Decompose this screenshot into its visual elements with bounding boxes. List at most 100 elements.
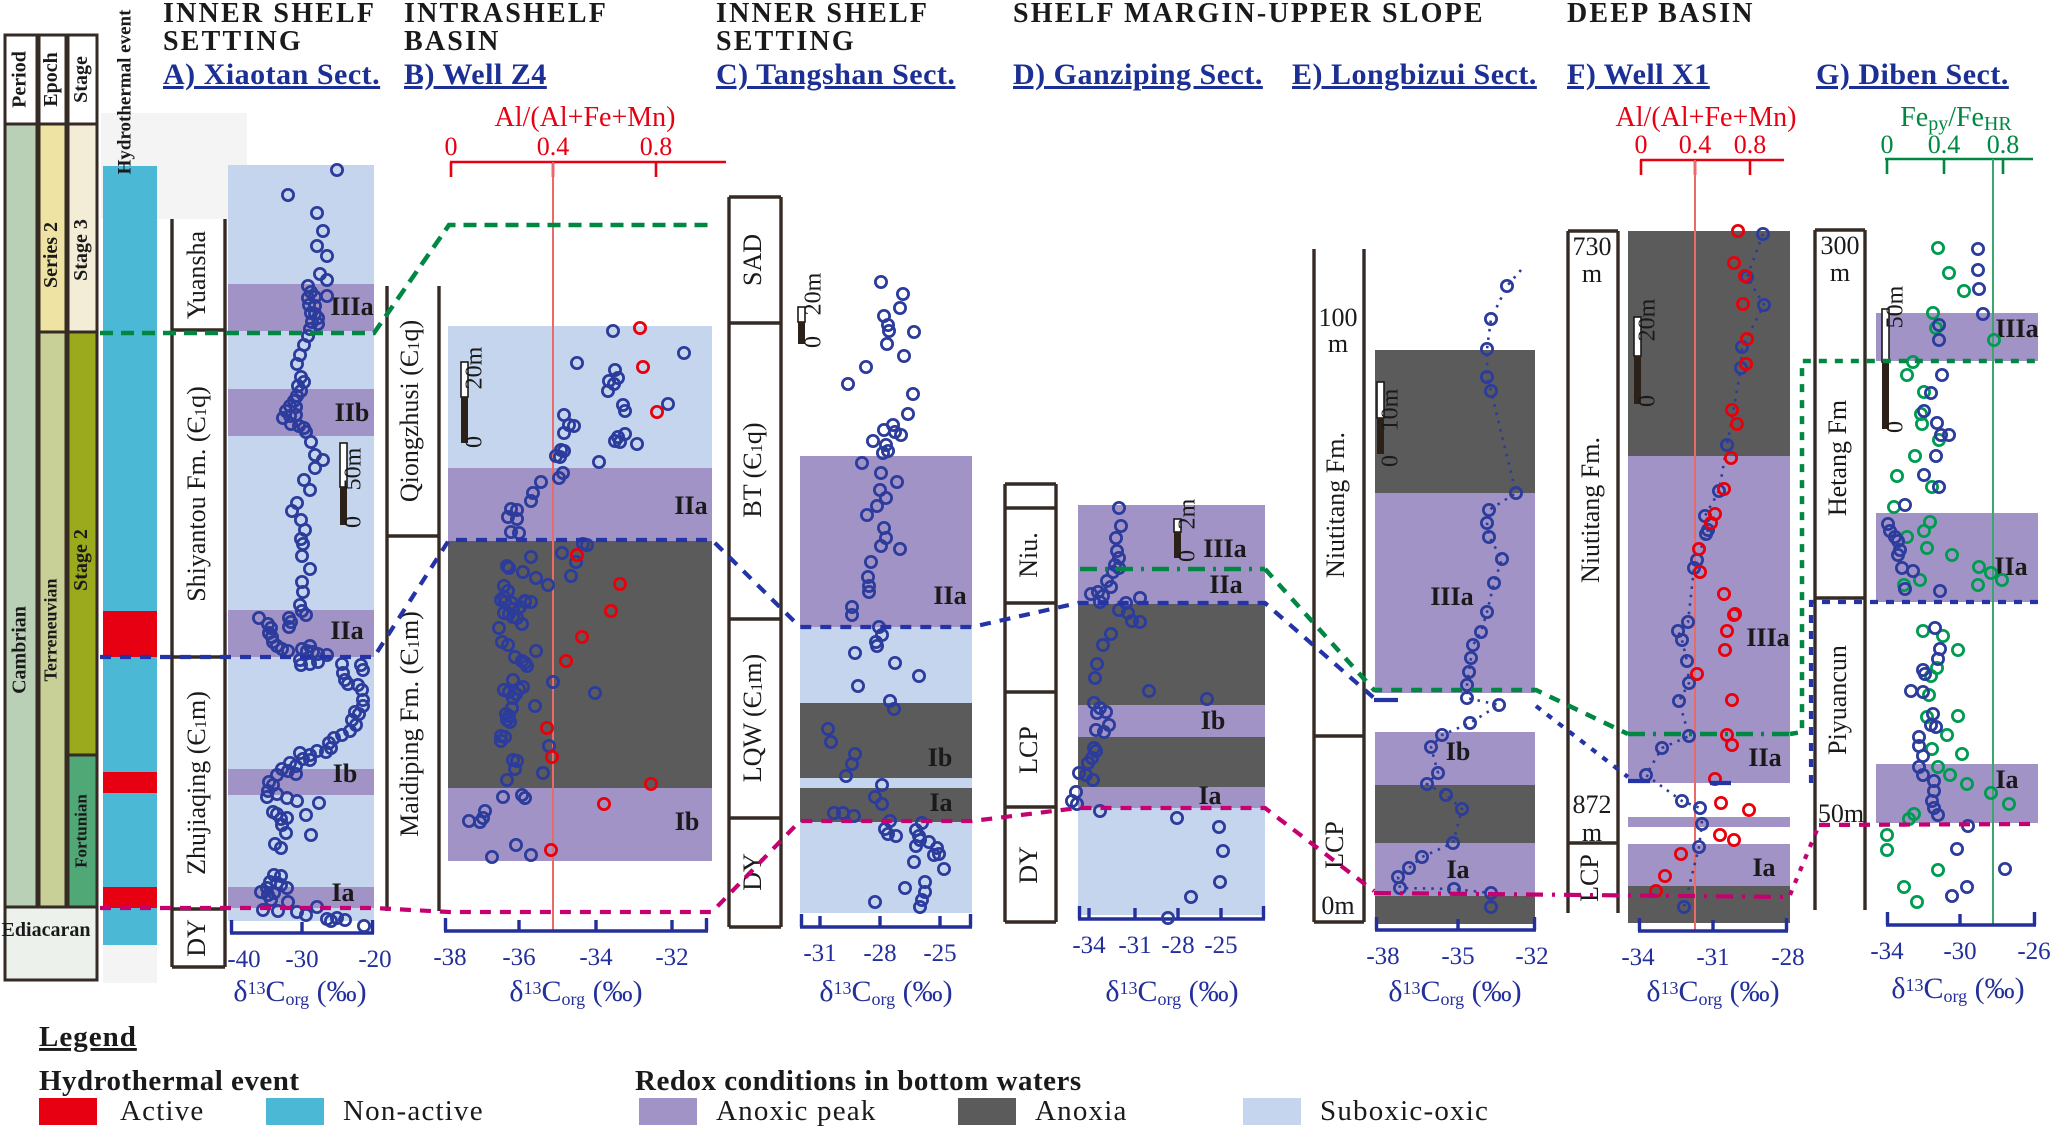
svg-text:Shiyantou Fm. (Є1q): Shiyantou Fm. (Є1q) [182, 386, 211, 602]
svg-text:Zhujiaqing (Є1m): Zhujiaqing (Є1m) [182, 691, 211, 875]
svg-text:DY: DY [1014, 846, 1043, 884]
svg-text:0.4: 0.4 [537, 132, 570, 161]
svg-text:Active: Active [120, 1095, 205, 1127]
svg-text:0m: 0m [1321, 891, 1354, 920]
svg-text:-34: -34 [1621, 944, 1655, 971]
svg-text:C) Tangshan Sect.: C) Tangshan Sect. [716, 58, 955, 91]
svg-text:Piyuancun: Piyuancun [1823, 645, 1852, 755]
svg-text:BT (Є1q): BT (Є1q) [738, 422, 767, 517]
svg-text:DY: DY [182, 919, 211, 957]
svg-text:INNER SHELF: INNER SHELF [716, 0, 929, 29]
svg-text:730: 730 [1573, 232, 1612, 261]
svg-text:-28: -28 [863, 940, 896, 967]
svg-text:SAD: SAD [738, 234, 767, 286]
svg-text:Niutitang Fm.: Niutitang Fm. [1321, 432, 1350, 578]
svg-text:Ib: Ib [1201, 706, 1226, 735]
svg-text:-31: -31 [1118, 932, 1151, 959]
svg-text:Ediacaran: Ediacaran [2, 919, 91, 941]
svg-text:-28: -28 [1771, 944, 1804, 971]
svg-text:Epoch: Epoch [40, 52, 62, 106]
svg-text:0: 0 [445, 132, 458, 161]
svg-text:m: m [1582, 818, 1602, 847]
svg-text:-38: -38 [1366, 943, 1399, 970]
svg-text:IIb: IIb [335, 398, 370, 427]
svg-text:Hetang Fm: Hetang Fm [1823, 400, 1852, 516]
svg-text:Ia: Ia [1995, 765, 2018, 794]
svg-text:Anoxia: Anoxia [1035, 1095, 1128, 1127]
svg-text:-30: -30 [285, 946, 318, 973]
svg-text:Legend: Legend [39, 1021, 137, 1053]
svg-text:G) Diben Sect.: G) Diben Sect. [1816, 58, 2009, 91]
svg-text:-36: -36 [502, 944, 535, 971]
svg-text:Yuansha: Yuansha [182, 230, 211, 319]
svg-text:Hydrothermal event: Hydrothermal event [114, 9, 135, 174]
svg-text:IIa: IIa [330, 616, 363, 645]
svg-text:Al/(Al+Fe+Mn): Al/(Al+Fe+Mn) [1616, 102, 1797, 133]
svg-text:m: m [1328, 329, 1348, 358]
svg-text:DEEP BASIN: DEEP BASIN [1567, 0, 1755, 29]
svg-text:0: 0 [1883, 421, 1909, 433]
svg-text:-25: -25 [923, 940, 956, 967]
svg-text:-25: -25 [1204, 932, 1237, 959]
svg-text:Redox conditions in bottom wat: Redox conditions in bottom waters [635, 1065, 1082, 1097]
svg-text:Ib: Ib [1446, 737, 1471, 766]
svg-text:IIa: IIa [1748, 743, 1781, 772]
svg-text:Niutitang Fm.: Niutitang Fm. [1576, 437, 1605, 583]
svg-text:INTRASHELF: INTRASHELF [404, 0, 608, 29]
svg-text:E) Longbizui Sect.: E) Longbizui Sect. [1292, 58, 1537, 91]
svg-text:SETTING: SETTING [716, 26, 856, 57]
svg-text:0: 0 [1378, 455, 1404, 467]
svg-text:0.8: 0.8 [1987, 130, 2020, 159]
svg-text:LQW (Є1m): LQW (Є1m) [738, 654, 767, 782]
svg-text:Ib: Ib [675, 807, 700, 836]
svg-text:-32: -32 [655, 944, 688, 971]
svg-text:Ia: Ia [1446, 855, 1469, 884]
svg-text:Stage 3: Stage 3 [70, 219, 92, 281]
svg-text:Qiongzhusi (Є1q): Qiongzhusi (Є1q) [395, 320, 424, 502]
svg-text:10m: 10m [1378, 388, 1404, 431]
svg-text:Al/(Al+Fe+Mn): Al/(Al+Fe+Mn) [495, 102, 676, 133]
svg-text:IIIa: IIIa [330, 292, 373, 321]
svg-text:-40: -40 [227, 946, 260, 973]
svg-text:Period: Period [9, 51, 31, 108]
svg-text:Series 2: Series 2 [40, 222, 62, 288]
svg-text:872: 872 [1573, 790, 1612, 819]
svg-text:LCP: LCP [1320, 821, 1349, 869]
svg-text:0: 0 [462, 436, 488, 448]
svg-text:0: 0 [801, 336, 827, 348]
svg-text:Fortunian: Fortunian [71, 794, 90, 868]
svg-text:Suboxic-oxic: Suboxic-oxic [1320, 1095, 1489, 1127]
svg-text:BASIN: BASIN [404, 26, 501, 57]
svg-text:IIa: IIa [933, 581, 966, 610]
svg-text:LCP: LCP [1014, 726, 1043, 774]
svg-text:20m: 20m [801, 272, 827, 315]
svg-text:0: 0 [1881, 130, 1894, 159]
svg-text:Ia: Ia [331, 878, 354, 907]
svg-text:-20: -20 [358, 946, 391, 973]
svg-text:0: 0 [341, 516, 367, 528]
svg-text:-34: -34 [1870, 938, 1904, 965]
svg-text:Anoxic peak: Anoxic peak [716, 1095, 877, 1127]
svg-text:0.8: 0.8 [640, 132, 673, 161]
svg-text:Terreneuvian: Terreneuvian [41, 578, 61, 681]
svg-text:Maidiping Fm. (Є1m): Maidiping Fm. (Є1m) [395, 611, 424, 837]
svg-text:Ia: Ia [1752, 853, 1775, 882]
svg-text:-34: -34 [1072, 932, 1106, 959]
svg-text:-35: -35 [1441, 943, 1474, 970]
svg-text:Niu.: Niu. [1014, 532, 1043, 578]
svg-text:-28: -28 [1161, 932, 1194, 959]
svg-text:INNER SHELF: INNER SHELF [163, 0, 376, 29]
svg-text:m: m [1582, 259, 1602, 288]
svg-text:Ib: Ib [333, 759, 358, 788]
svg-text:0: 0 [1175, 550, 1201, 562]
svg-text:SETTING: SETTING [163, 26, 303, 57]
svg-text:D) Ganziping Sect.: D) Ganziping Sect. [1013, 58, 1263, 91]
svg-text:A) Xiaotan Sect.: A) Xiaotan Sect. [163, 58, 380, 91]
svg-text:F) Well X1: F) Well X1 [1567, 58, 1710, 91]
svg-text:Cambrian: Cambrian [9, 606, 31, 694]
svg-text:B) Well Z4: B) Well Z4 [404, 58, 547, 91]
svg-text:Stage: Stage [70, 56, 92, 103]
svg-text:Ia: Ia [929, 788, 952, 817]
svg-text:IIIa: IIIa [1995, 314, 2038, 343]
svg-text:0.8: 0.8 [1734, 130, 1767, 159]
